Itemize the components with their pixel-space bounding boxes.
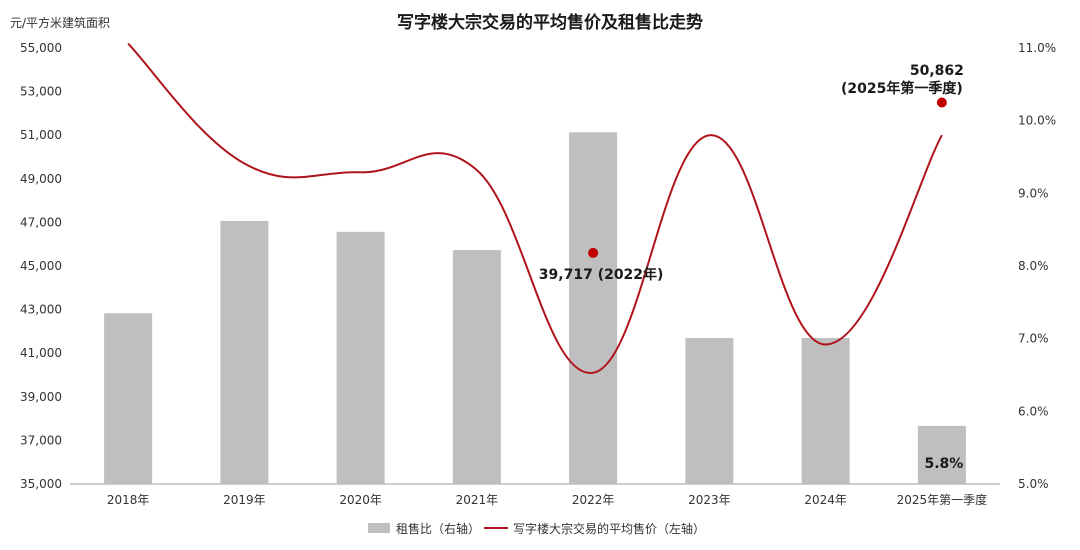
bar: [336, 231, 385, 484]
right-tick-label: 11.0%: [1018, 41, 1056, 55]
x-tick-label: 2018年: [107, 493, 150, 507]
bar: [220, 220, 269, 485]
right-tick-label: 5.0%: [1018, 477, 1049, 491]
right-tick-label: 10.0%: [1018, 114, 1056, 128]
left-tick-label: 37,000: [20, 433, 62, 447]
legend-bar-swatch: [368, 523, 390, 533]
x-tick-label: 2025年第一季度: [897, 492, 988, 507]
left-tick-label: 49,000: [20, 172, 62, 186]
left-tick-label: 35,000: [20, 477, 62, 491]
x-tick-label: 2023年: [688, 493, 731, 507]
x-tick-label: 2019年: [223, 493, 266, 507]
right-tick-label: 6.0%: [1018, 404, 1049, 418]
left-tick-label: 39,000: [20, 390, 62, 404]
left-tick-label: 53,000: [20, 85, 62, 99]
chart-title: 写字楼大宗交易的平均售价及租售比走势: [397, 12, 703, 33]
price-line-series: [127, 42, 943, 374]
annotation-2022-label: 39,717 (2022年): [539, 266, 664, 283]
left-tick-label: 43,000: [20, 303, 62, 317]
x-tick-label: 2020年: [339, 493, 382, 507]
marker-2022: [588, 247, 599, 258]
right-tick-label: 7.0%: [1018, 332, 1049, 346]
left-axis-unit-label: 元/平方米建筑面积: [10, 15, 110, 30]
bar: [917, 425, 966, 484]
legend-bar-label: 租售比（右轴）: [396, 521, 480, 536]
x-axis-categories: 2018年 2019年 2020年 2021年 2022年 2023年 2024年 2025年…: [107, 492, 987, 507]
right-tick-label: 9.0%: [1018, 186, 1049, 200]
x-tick-label: 2024年: [804, 493, 847, 507]
bar: [104, 313, 153, 484]
left-axis: 35,000 37,000 39,000 41,000 43,000 45,000 47,0…: [20, 41, 62, 491]
legend-line-label: 写字楼大宗交易的平均售价（左轴）: [513, 521, 705, 536]
left-tick-label: 41,000: [20, 346, 62, 360]
annotations: 39,717 (2022年) 50,862(2025年第一季度) 5.8%: [539, 63, 964, 472]
bar: [801, 337, 850, 484]
x-tick-label: 2021年: [456, 493, 499, 507]
right-tick-label: 8.0%: [1018, 259, 1049, 273]
bar: [452, 250, 501, 484]
legend: 租售比（右轴） 写字楼大宗交易的平均售价（左轴）: [368, 521, 705, 536]
left-tick-label: 45,000: [20, 259, 62, 273]
bar: [569, 132, 618, 484]
bar-series: [104, 132, 966, 485]
bar: [685, 337, 734, 484]
x-tick-label: 2022年: [572, 493, 615, 507]
left-tick-label: 51,000: [20, 128, 62, 142]
annotation-2025q1-period: (2025年第一季度): [841, 80, 963, 97]
right-axis: 5.0% 6.0% 7.0% 8.0% 9.0% 10.0% 11.0%: [1018, 41, 1056, 491]
left-tick-label: 47,000: [20, 215, 62, 229]
marker-2025q1: [936, 97, 947, 108]
bar-data-label-2025q1: 5.8%: [924, 456, 963, 472]
left-tick-label: 55,000: [20, 41, 62, 55]
annotation-2025q1-value: 50,862: [910, 63, 964, 79]
